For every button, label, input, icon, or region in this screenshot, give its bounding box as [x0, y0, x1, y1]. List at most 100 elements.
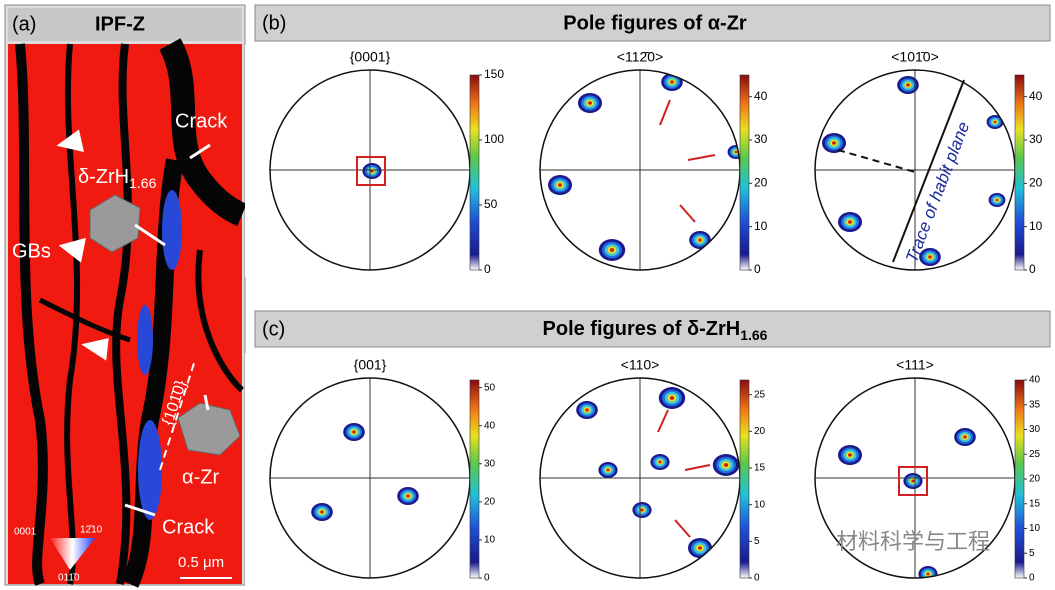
panel-header — [254, 4, 1051, 42]
annotation: GBs — [12, 240, 51, 262]
panel-title: Pole figures of δ-ZrH1.66 — [543, 318, 768, 342]
pole-spot — [669, 396, 675, 400]
colorbar-tick-label: 35 — [1029, 399, 1041, 410]
colorbar — [1014, 379, 1025, 579]
spots — [822, 76, 1006, 266]
watermark: 材料科学与工程 — [836, 529, 990, 554]
pole-spot — [848, 220, 852, 224]
figure-title: <112̄0> — [617, 49, 663, 65]
alpha-prism — [177, 402, 241, 456]
colorbar-tick-label: 10 — [484, 535, 496, 546]
colorbar-tick-label: 20 — [1029, 474, 1041, 485]
arrows — [56, 129, 211, 517]
colorbar-tick-label: 5 — [1029, 548, 1035, 559]
colorbar-tick-label: 50 — [484, 197, 498, 211]
colorbar-tick-label: 25 — [754, 389, 766, 400]
annotations: Crack δ-ZrH1.66 GBs {101̄0} α-Zr Crack 0… — [12, 110, 228, 571]
pole-spot — [926, 572, 930, 576]
colorbar-tick-label: 10 — [754, 219, 768, 233]
red-arrows — [657, 99, 716, 538]
pole-spot — [911, 479, 915, 483]
colorbar-tick-label: 100 — [484, 132, 504, 146]
highlight-box — [356, 156, 386, 186]
annotation-sub: 1.66 — [129, 175, 156, 191]
pole-spot — [352, 430, 356, 434]
colorbar-tick-label: 0 — [1029, 262, 1036, 276]
annotation: Crack — [175, 110, 228, 132]
annotation: δ-ZrH — [78, 166, 129, 188]
pole-spot — [585, 408, 589, 412]
hydride-region — [137, 305, 153, 375]
pole-spot — [609, 248, 615, 252]
panel-header — [254, 310, 1051, 348]
panel-label: (a) — [12, 13, 36, 35]
pole-spot — [606, 468, 610, 472]
colorbar-tick-label: 40 — [1029, 89, 1043, 103]
figure-title: <110> — [621, 357, 660, 373]
figure-title: {0001} — [350, 49, 391, 65]
colorbar-tick-label: 30 — [754, 132, 768, 146]
colorbar-tick-label: 10 — [754, 499, 766, 510]
pole-spot — [640, 508, 644, 512]
colorbar-tick-label: 30 — [1029, 132, 1043, 146]
spots — [362, 163, 382, 179]
pole-spot — [963, 435, 967, 439]
colorbar — [469, 74, 480, 271]
pole-spot — [993, 120, 997, 124]
hydride-cube — [89, 194, 141, 253]
annotation: α-Zr — [182, 466, 219, 488]
pole-spot — [588, 101, 592, 105]
colorbar — [739, 379, 750, 579]
pole-spot — [906, 83, 910, 87]
trace-line — [159, 359, 196, 471]
habit-trace — [892, 79, 965, 263]
hydride-region — [162, 190, 182, 270]
colorbar-tick-label: 40 — [754, 89, 768, 103]
panel-a: (a) IPF-Z Crack δ-ZrH1.66 GBs {101̄0} α-… — [4, 4, 247, 588]
colorbar-tick-label: 0 — [484, 573, 490, 584]
colorbar-tick-label: 25 — [1029, 449, 1041, 460]
pole-spot — [698, 546, 702, 550]
colorbar-tick-label: 40 — [1029, 375, 1041, 386]
panel-title: IPF-Z — [95, 13, 145, 35]
colorbar-tick-label: 10 — [1029, 219, 1043, 233]
colorbar-tick-label: 20 — [484, 496, 496, 507]
colorbar-tick-label: 20 — [1029, 176, 1043, 190]
pole-spot — [698, 238, 702, 242]
colorbar-tick-label: 50 — [484, 382, 496, 393]
annotation: δ-ZrH1.66 — [78, 166, 157, 190]
spots — [576, 387, 740, 558]
colorbar-tick-label: 15 — [1029, 498, 1041, 509]
pole-spot — [406, 494, 410, 498]
colorbar — [739, 74, 750, 271]
colorbar-tick-label: 30 — [484, 458, 496, 469]
colorbar-tick-label: 0 — [754, 262, 761, 276]
pole-spot — [670, 80, 674, 84]
colorbar-tick-label: 0 — [484, 262, 491, 276]
annotation: Crack — [162, 516, 215, 538]
pole-spot — [928, 255, 932, 259]
key-label: 12̄10 — [80, 525, 103, 536]
pole-spot — [848, 453, 852, 457]
panel-c-header: (c) Pole figures of δ-ZrH1.66 — [254, 310, 1051, 348]
pole-figures: {0001}050100150<112̄0>010203040<101̄0>01… — [245, 45, 1043, 585]
colorbar-tick-label: 20 — [754, 176, 768, 190]
pole-spot — [658, 460, 662, 464]
pole-spot — [723, 463, 729, 467]
key-label: 0001 — [14, 527, 37, 538]
scale-label: 0.5 μm — [178, 554, 224, 571]
pole-spot — [320, 510, 324, 514]
key-labels: 0001 12̄10 011̄0 — [14, 525, 103, 584]
colorbar — [469, 379, 480, 579]
panel-label: (c) — [262, 318, 285, 340]
colorbar-tick-label: 20 — [754, 426, 766, 437]
colorbar-tick-label: 0 — [754, 573, 760, 584]
colorbar-tick-label: 15 — [754, 463, 766, 474]
pole-spot — [558, 183, 562, 187]
panel-title: Pole figures of δ-ZrH — [543, 318, 741, 340]
highlight-box — [898, 466, 928, 496]
colorbar — [1014, 74, 1025, 271]
figure-title: {001} — [354, 357, 387, 373]
colorbar-tick-label: 40 — [484, 420, 496, 431]
